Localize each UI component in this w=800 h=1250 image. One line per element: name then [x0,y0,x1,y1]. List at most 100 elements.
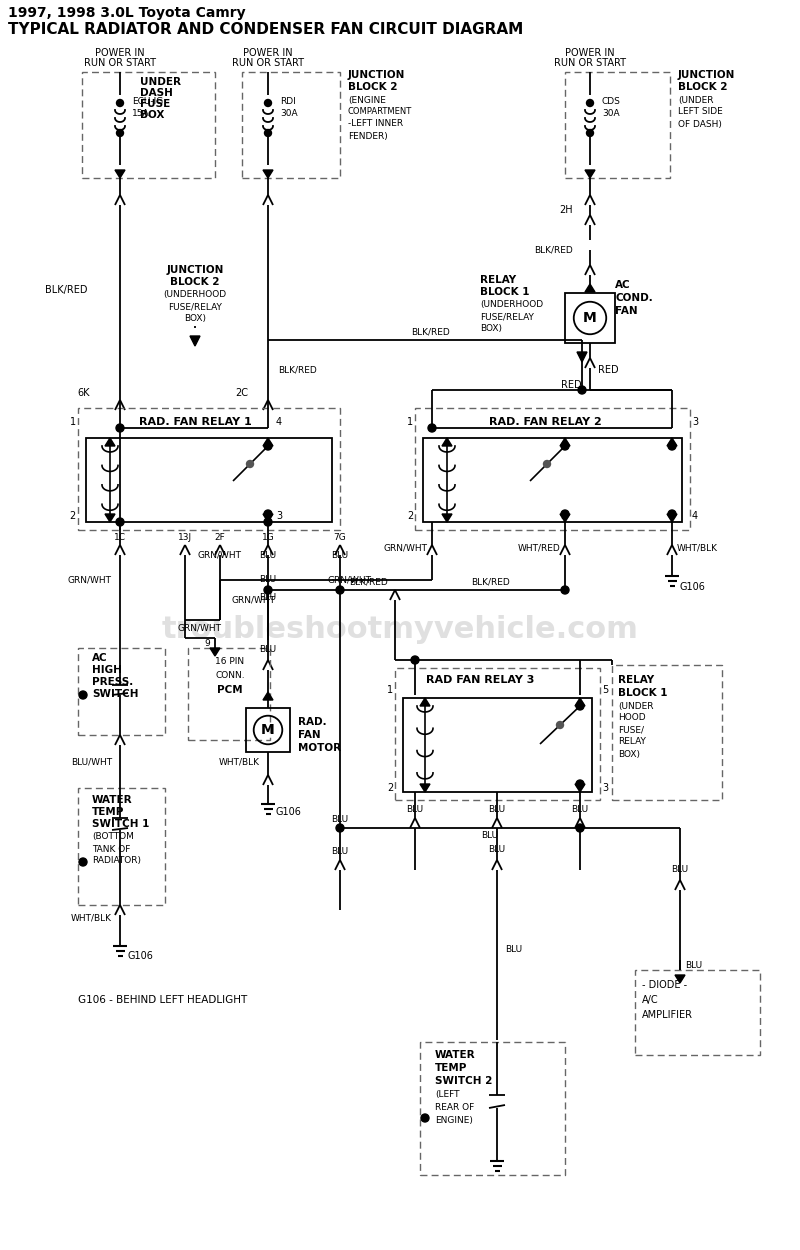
Text: POWER IN: POWER IN [243,48,293,58]
Text: SWITCH 2: SWITCH 2 [435,1076,492,1086]
Bar [565,292,615,342]
Circle shape [576,703,584,710]
Circle shape [586,100,594,106]
Text: 1G: 1G [262,532,274,541]
Text: WHT/RED: WHT/RED [518,544,560,552]
Bar [78,788,165,905]
Text: PRESS.: PRESS. [92,678,134,688]
Text: BLU: BLU [685,960,702,970]
Circle shape [428,424,436,432]
Polygon shape [585,284,595,292]
Polygon shape [585,170,595,177]
Text: CDS: CDS [602,98,621,106]
Circle shape [411,656,419,664]
Bar [188,648,270,740]
Text: BLU: BLU [489,845,506,855]
Bar [423,438,682,522]
Text: (LEFT: (LEFT [435,1090,459,1100]
Bar [86,438,332,522]
Text: BLK/RED: BLK/RED [470,578,510,586]
Text: BLU: BLU [406,805,423,815]
Text: ECU-IG: ECU-IG [132,98,163,106]
Text: 2C: 2C [235,388,248,398]
Text: 16 PIN: 16 PIN [215,658,245,666]
Text: 9: 9 [204,639,210,648]
Bar [565,72,670,178]
Text: TEMP: TEMP [435,1062,467,1072]
Text: RAD FAN RELAY 3: RAD FAN RELAY 3 [426,675,534,685]
Text: BLU: BLU [505,945,522,955]
Polygon shape [263,514,273,522]
Text: FUSE: FUSE [140,99,170,109]
Text: 3: 3 [276,511,282,521]
Text: FAN: FAN [298,730,321,740]
Text: POWER IN: POWER IN [95,48,145,58]
Circle shape [264,442,272,450]
Circle shape [79,691,87,699]
Text: 5: 5 [602,685,608,695]
Polygon shape [263,438,273,446]
Circle shape [576,780,584,788]
Text: 1: 1 [70,418,76,428]
Circle shape [265,100,271,106]
Polygon shape [560,438,570,446]
Text: (UNDERHOOD: (UNDERHOOD [163,290,226,300]
Text: RUN OR START: RUN OR START [84,58,156,68]
Text: BLK/RED: BLK/RED [349,578,387,586]
Text: 30A: 30A [602,109,620,118]
Text: 2F: 2F [214,532,226,541]
Bar [82,72,215,178]
Text: A/C: A/C [642,995,658,1005]
Text: FAN: FAN [615,306,638,316]
Text: G106: G106 [128,951,154,961]
Circle shape [561,510,569,518]
Text: BLU/WHT: BLU/WHT [71,758,112,766]
Text: 4: 4 [276,418,282,428]
Text: (UNDER: (UNDER [618,701,654,710]
Text: AC: AC [92,652,108,662]
Text: (BOTTOM: (BOTTOM [92,832,134,841]
Circle shape [543,460,550,468]
Text: RAD.: RAD. [298,718,326,728]
Polygon shape [420,698,430,706]
Text: 6K: 6K [78,388,90,398]
Polygon shape [105,514,115,522]
Text: GRN/WHT: GRN/WHT [383,544,427,552]
Text: MOTOR: MOTOR [298,742,341,752]
Text: 3: 3 [602,782,608,792]
Polygon shape [575,784,585,792]
Text: 4: 4 [692,511,698,521]
Text: 5: 5 [560,511,566,521]
Text: WATER: WATER [435,1050,476,1060]
Text: FUSE/: FUSE/ [618,725,644,735]
Circle shape [264,586,272,594]
Text: BLU: BLU [259,645,277,655]
Bar [612,665,722,800]
Polygon shape [560,514,570,522]
Text: AC: AC [615,280,630,290]
Circle shape [79,858,87,866]
Text: RELAY: RELAY [480,275,516,285]
Text: RED: RED [562,380,582,390]
Text: UNDER: UNDER [140,78,181,88]
Text: 2: 2 [70,511,76,521]
Text: BLK/RED: BLK/RED [45,285,87,295]
Text: WHT/BLK: WHT/BLK [219,758,260,766]
Text: FUSE/RELAY: FUSE/RELAY [168,302,222,311]
Text: BLU: BLU [259,550,277,560]
Text: BOX): BOX) [618,750,640,759]
Text: RAD. FAN RELAY 1: RAD. FAN RELAY 1 [138,418,251,428]
Polygon shape [442,438,452,446]
Polygon shape [115,170,125,177]
Text: TANK OF: TANK OF [92,845,130,854]
Text: SWITCH: SWITCH [92,689,138,699]
Bar [78,648,165,735]
Text: JUNCTION: JUNCTION [166,265,224,275]
Text: -LEFT INNER: -LEFT INNER [348,120,403,129]
Polygon shape [263,693,273,700]
Bar [78,408,340,530]
Circle shape [336,586,344,594]
Text: BLOCK 2: BLOCK 2 [678,82,727,92]
Text: JUNCTION: JUNCTION [678,70,735,80]
Circle shape [117,100,123,106]
